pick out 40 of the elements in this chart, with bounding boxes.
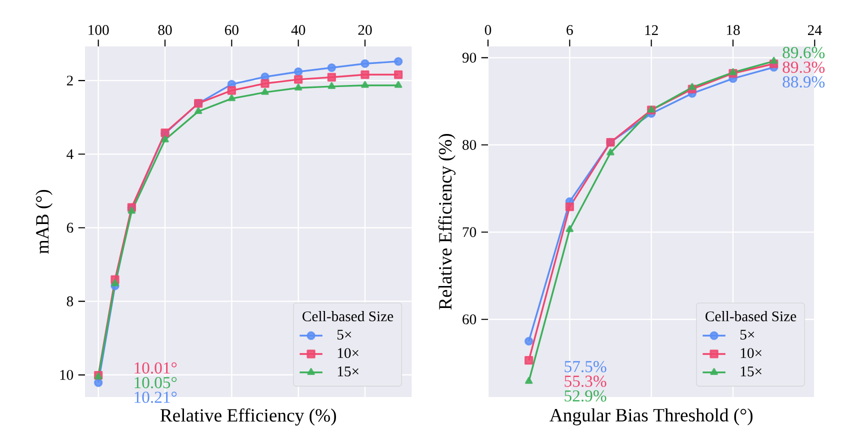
x-tick-label: 60: [224, 25, 238, 35]
y-tick-label: 70: [462, 227, 476, 238]
x-tick-label: 6: [566, 25, 573, 35]
annotation: 57.5%: [564, 360, 606, 372]
y-tick-label: 6: [66, 222, 74, 233]
annotation: 55.3%: [564, 376, 606, 387]
legend-label: 10×: [740, 348, 762, 358]
x-axis-title: Angular Bias Threshold (°): [550, 408, 752, 426]
annotation: 52.9%: [564, 390, 606, 402]
x-axis-title: Relative Efficiency (%): [160, 408, 336, 426]
annotation: 89.6%: [782, 46, 825, 58]
legend-label: 15×: [338, 366, 358, 376]
y-tick-label: 90: [462, 52, 476, 63]
legend-label: 5×: [740, 330, 754, 340]
y-tick-label: 4: [66, 149, 74, 159]
legend-label: 15×: [740, 366, 762, 376]
y-tick-label: 60: [462, 314, 476, 324]
annotation: 10.21°: [134, 392, 177, 403]
x-tick-label: 18: [726, 25, 740, 35]
x-tick-label: 100: [88, 25, 109, 35]
x-tick-label: 80: [158, 25, 172, 35]
x-tick-label: 20: [358, 25, 372, 35]
y-tick-label: 10: [60, 370, 74, 380]
x-tick-label: 24: [808, 25, 822, 35]
legend-title: Cell-based Size: [706, 310, 796, 322]
annotation: 10.05°: [134, 376, 177, 388]
y-tick-label: 80: [462, 140, 476, 150]
y-axis-title: Relative Efficiency (%): [438, 134, 456, 310]
x-tick-label: 0: [484, 25, 492, 35]
y-tick-label: 8: [66, 296, 74, 306]
x-tick-label: 40: [291, 25, 306, 35]
y-tick-label: 2: [66, 76, 73, 86]
x-tick-label: 12: [645, 25, 658, 35]
legend-label: 10×: [338, 348, 358, 358]
annotation: 10.01°: [134, 362, 177, 374]
legend-title: Cell-based Size: [302, 311, 394, 322]
y-axis-title: mAB (°): [36, 190, 52, 254]
annotation: 88.9%: [782, 76, 825, 88]
legend-label: 5×: [337, 330, 352, 340]
annotation: 89.3%: [782, 62, 825, 73]
